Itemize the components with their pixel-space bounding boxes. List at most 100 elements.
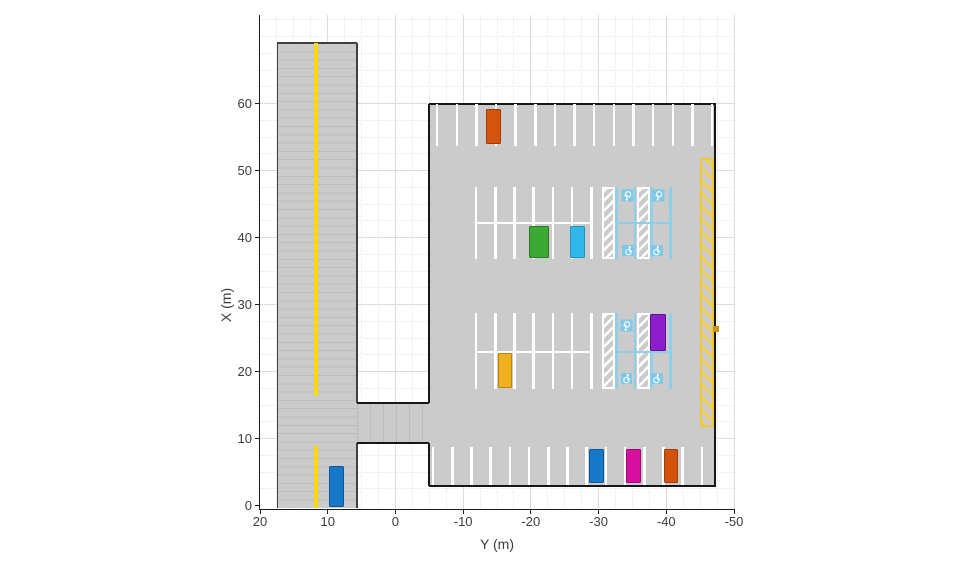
parking-divider	[590, 222, 593, 259]
grid-line-major	[733, 15, 735, 509]
parking-divider	[527, 446, 531, 485]
parking-divider	[513, 312, 516, 352]
axis-tick	[259, 509, 261, 514]
vehicle-ego-car-blue-road	[328, 466, 345, 508]
wheelchair-icon	[622, 244, 634, 257]
tick-label: -20	[521, 514, 541, 529]
parking-divider	[494, 351, 497, 389]
road-edge-right-upper	[356, 42, 358, 403]
axis-tick	[255, 103, 260, 105]
row-separator-line	[476, 221, 592, 225]
parking-divider	[590, 186, 593, 223]
vehicle-parked-car-blue	[589, 449, 604, 484]
parking-divider	[651, 103, 655, 146]
lot-edge-top	[428, 102, 717, 105]
wheelchair-icon	[651, 244, 663, 257]
parking-divider	[570, 351, 574, 389]
vehicle-parked-car-cyan	[570, 225, 586, 259]
axis-tick	[394, 509, 396, 514]
parking-divider	[681, 446, 684, 485]
vehicle-parked-car-purple	[650, 313, 667, 352]
parking-divider	[451, 446, 454, 485]
parking-divider	[513, 351, 516, 389]
parking-divider	[551, 186, 555, 223]
axis-tick	[733, 509, 735, 514]
edge-marker	[712, 326, 719, 333]
parking-divider	[710, 103, 714, 146]
entrance-edge-top	[357, 401, 429, 404]
tick-label: -50	[724, 514, 744, 529]
tick-label: 60	[237, 95, 252, 111]
tick-label: 0	[391, 514, 400, 529]
grid-line-minor	[716, 15, 718, 509]
parking-divider	[475, 103, 478, 146]
axis-tick	[327, 509, 329, 514]
axis-tick	[665, 509, 667, 514]
entrance-driveway	[357, 402, 429, 443]
parking-divider	[671, 103, 675, 146]
no-parking-hatch	[700, 157, 715, 427]
parking-divider	[474, 351, 478, 389]
lot-edge-left-lower	[427, 442, 430, 486]
parking-divider	[435, 103, 439, 146]
accessible-spot-line	[616, 221, 671, 225]
lot-edge-right	[714, 103, 717, 486]
x-axis-line	[259, 509, 735, 510]
tick-label: 40	[237, 229, 252, 245]
wheelchair-icon	[622, 189, 634, 202]
parking-divider	[590, 312, 593, 352]
vehicle-parked-car-orange-south	[663, 449, 679, 484]
lot-edge-bottom	[428, 485, 717, 487]
tick-label: 10	[320, 514, 335, 529]
tick-label: 0	[244, 497, 252, 513]
parking-lot-surface	[428, 103, 717, 486]
tick-label: 20	[237, 363, 252, 379]
axis-tick	[255, 237, 260, 239]
parking-divider	[532, 312, 535, 352]
accessible-spot-line	[669, 186, 672, 259]
accessible-spot-line	[669, 312, 672, 389]
y-axis-label: X (m)	[218, 287, 234, 323]
wheelchair-icon	[620, 319, 633, 332]
axis-tick	[255, 304, 260, 306]
parking-divider	[700, 446, 704, 485]
parking-divider	[551, 351, 555, 389]
parking-divider	[547, 446, 550, 485]
tick-label: 10	[237, 430, 252, 446]
grid-line-major	[394, 15, 396, 509]
accessible-spot-line	[616, 350, 671, 354]
parking-divider	[566, 446, 569, 485]
lane-marking-yellow	[313, 446, 319, 508]
parking-divider	[592, 103, 596, 146]
axis-tick	[462, 509, 464, 514]
parking-divider	[553, 103, 557, 146]
parking-divider	[662, 446, 665, 485]
parking-divider	[612, 103, 616, 146]
parking-divider	[570, 312, 574, 352]
parking-divider	[643, 446, 646, 485]
grid-line-minor	[378, 15, 379, 509]
lot-edge-left-upper	[427, 103, 430, 403]
parking-divider	[532, 186, 535, 223]
road-edge-right-lower	[356, 442, 358, 508]
grid-line-minor	[411, 15, 413, 509]
parking-divider	[532, 351, 535, 389]
parking-divider	[585, 446, 588, 485]
tick-label: -30	[589, 514, 608, 529]
axis-tick	[598, 509, 600, 514]
parking-divider	[474, 222, 478, 259]
parking-divider	[508, 446, 512, 485]
entrance-edge-bottom	[357, 441, 429, 444]
tick-label: 20	[252, 514, 268, 529]
parking-divider	[623, 446, 627, 485]
vehicle-parked-car-green	[529, 225, 549, 259]
tick-label: 30	[237, 296, 252, 312]
row-separator-line	[476, 350, 592, 354]
accessible-aisle-hatch	[601, 186, 615, 259]
wheelchair-icon	[620, 372, 633, 385]
accessible-aisle-hatch	[601, 312, 615, 389]
road-edge-left	[276, 42, 279, 508]
parking-divider	[494, 312, 497, 352]
